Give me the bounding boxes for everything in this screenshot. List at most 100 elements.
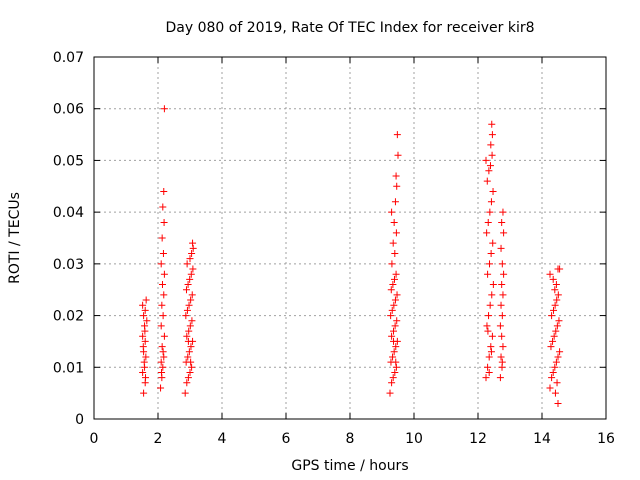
data-point: [392, 270, 400, 278]
data-point: [143, 317, 151, 325]
data-point: [390, 348, 398, 356]
data-point: [157, 358, 165, 366]
x-tick-label: 10: [405, 431, 423, 447]
data-point: [497, 353, 505, 361]
y-tick-label: 0.02: [53, 309, 84, 325]
data-point: [160, 291, 168, 299]
data-point: [488, 291, 496, 299]
data-point: [486, 260, 494, 268]
data-point: [486, 208, 494, 216]
data-point: [482, 374, 490, 382]
data-point: [158, 368, 166, 376]
y-tick-label: 0.01: [53, 360, 84, 376]
data-point: [549, 275, 557, 283]
data-point: [387, 286, 395, 294]
data-point: [549, 368, 557, 376]
data-point: [158, 281, 166, 289]
data-point: [554, 399, 562, 407]
data-point: [140, 389, 148, 397]
data-point: [391, 250, 399, 258]
data-point: [485, 368, 493, 376]
data-point: [484, 270, 492, 278]
data-point: [186, 322, 194, 330]
data-point: [390, 301, 398, 309]
data-point: [390, 275, 398, 283]
data-point: [498, 312, 506, 320]
data-point: [388, 306, 396, 314]
data-point: [393, 317, 401, 325]
data-point: [552, 281, 560, 289]
data-point: [393, 291, 401, 299]
data-point: [139, 332, 147, 340]
data-point: [389, 281, 397, 289]
data-point: [391, 322, 399, 330]
y-tick-label: 0.05: [53, 153, 84, 169]
data-point: [500, 229, 508, 237]
chart-title: Day 080 of 2019, Rate Of TEC Index for r…: [165, 20, 534, 36]
data-point: [553, 296, 561, 304]
data-point: [186, 255, 194, 263]
data-point: [391, 368, 399, 376]
data-point: [484, 218, 492, 226]
data-point: [555, 317, 563, 325]
data-point: [488, 332, 496, 340]
data-point: [489, 239, 497, 247]
data-point: [488, 120, 496, 128]
data-point: [188, 363, 196, 371]
data-point: [160, 332, 168, 340]
data-point: [157, 322, 165, 330]
data-point: [552, 327, 560, 335]
data-point: [183, 332, 191, 340]
data-point: [548, 312, 556, 320]
data-point: [189, 244, 197, 252]
data-point: [188, 250, 196, 258]
data-point: [487, 250, 495, 258]
data-point: [142, 296, 150, 304]
data-point: [183, 260, 191, 268]
data-point: [489, 281, 497, 289]
data-point: [546, 384, 554, 392]
y-tick-label: 0: [75, 412, 84, 428]
data-point: [553, 379, 561, 387]
data-point: [186, 275, 194, 283]
data-point: [392, 343, 400, 351]
data-point: [141, 337, 149, 345]
data-point: [188, 291, 196, 299]
data-point: [157, 260, 165, 268]
data-point: [141, 327, 149, 335]
data-point: [551, 389, 559, 397]
data-point: [182, 286, 190, 294]
data-point: [485, 312, 493, 320]
y-tick-label: 0.04: [53, 205, 84, 221]
data-point: [389, 239, 397, 247]
data-point: [497, 244, 505, 252]
data-point: [160, 218, 168, 226]
data-point: [182, 312, 190, 320]
data-point: [390, 337, 398, 345]
x-tick-label: 4: [218, 431, 227, 447]
x-tick-label: 6: [282, 431, 291, 447]
data-point: [392, 363, 400, 371]
data-point: [392, 229, 400, 237]
data-point: [181, 389, 189, 397]
data-point: [158, 234, 166, 242]
data-point: [185, 327, 193, 335]
data-point: [487, 198, 495, 206]
grid: [94, 57, 606, 419]
x-tick-label: 12: [469, 431, 487, 447]
data-point: [551, 363, 559, 371]
data-point: [551, 301, 559, 309]
data-point: [550, 306, 558, 314]
data-point: [140, 312, 148, 320]
data-point: [489, 187, 497, 195]
data-point: [185, 348, 193, 356]
data-point: [158, 343, 166, 351]
data-point: [498, 332, 506, 340]
data-point: [159, 348, 167, 356]
data-point: [498, 218, 506, 226]
x-axis-tick-labels: 0 2 4 6 8 10 12 14 16: [90, 431, 615, 447]
data-point: [388, 260, 396, 268]
y-axis-label: ROTI / TECUs: [7, 192, 23, 284]
data-point: [184, 353, 192, 361]
data-point: [487, 343, 495, 351]
